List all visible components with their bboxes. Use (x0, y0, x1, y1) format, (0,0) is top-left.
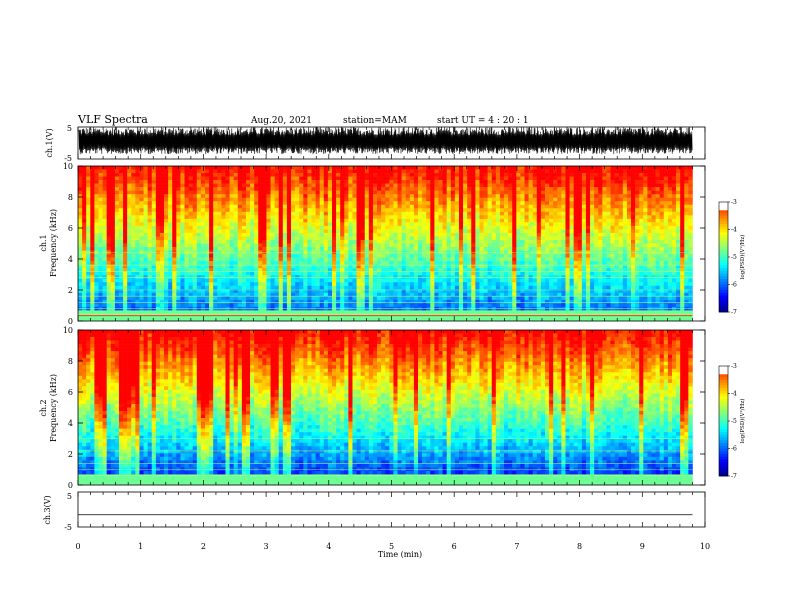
x-tick-label: 2 (201, 542, 206, 551)
ch2-spectrogram-panel: 0 2 4 6 8 10 ch.2 Frequency (kHz) (39, 326, 706, 490)
ch2-cb-tick: -3 (731, 363, 737, 370)
ch3-ytick-bottom: -5 (64, 523, 72, 532)
ch1-waveform-panel: 5 -5 ch.1(V) (45, 124, 706, 163)
x-axis-label: Time (min) (378, 550, 422, 559)
ch1-cb-tick: -7 (731, 309, 737, 316)
ch3-wave-ylabel: ch.3(V) (43, 495, 52, 524)
x-tick-label: 1 (138, 542, 143, 551)
x-tick-label: 8 (577, 542, 582, 551)
ch2-cb-tick: -7 (731, 473, 737, 480)
ch1-cb-tick: -5 (731, 254, 737, 261)
ch1-ytick-bottom: -5 (64, 154, 72, 163)
x-tick-label: 3 (264, 542, 269, 551)
ch2-spectrogram-image (78, 330, 693, 486)
station-label: station=MAM (343, 116, 407, 126)
ch1-cb-tick: -3 (731, 199, 737, 206)
ch1-spectrogram-panel: 0 2 4 6 8 10 ch.1 Frequency (kHz) (39, 162, 706, 326)
ch2-spec-ytick: 0 (68, 481, 73, 490)
ch2-cb-tick: -6 (731, 446, 737, 453)
ch1-spec-ytick: 8 (68, 193, 73, 202)
ch1-colorbar: -3 -4 -5 -6 -7 log(PSD)(V²/Hz) (718, 199, 746, 316)
ch3-ytick-top: 5 (67, 492, 72, 501)
ch1-spec-ytick: 6 (68, 224, 73, 233)
x-tick-label: 4 (326, 542, 331, 551)
start-time-label: start UT = 4 : 20 : 1 (437, 116, 529, 126)
ch2-spec-ytick: 10 (63, 326, 73, 335)
ch2-spec-ytick: 2 (68, 450, 73, 459)
ch1-spec-ylabel-1: ch.1 (39, 234, 48, 251)
ch1-cb-tick: -6 (731, 282, 737, 289)
ch1-spec-ytick: 0 (68, 317, 73, 326)
ch1-waveform-trace (78, 126, 693, 155)
ch2-cb-tick: -5 (731, 418, 737, 425)
ch1-cb-tick: -4 (731, 227, 737, 234)
ch1-cb-label: log(PSD)(V²/Hz) (739, 235, 746, 280)
ch2-spec-ylabel-2: Frequency (kHz) (49, 374, 58, 442)
figure-title: VLF Spectra (77, 113, 148, 126)
ch2-cb-label: log(PSD)(V²/Hz) (739, 399, 746, 444)
ch1-spec-ytick: 4 (68, 255, 73, 264)
ch1-spec-ytick: 10 (63, 162, 73, 171)
ch1-spec-ylabel-2: Frequency (kHz) (49, 209, 58, 277)
ch1-spectrogram-image (78, 166, 693, 322)
ch1-wave-ylabel: ch.1(V) (45, 128, 54, 157)
ch2-spec-ytick: 4 (68, 419, 73, 428)
x-tick-label: 7 (514, 542, 519, 551)
ch1-ytick-top: 5 (67, 124, 72, 133)
x-tick-label: 10 (700, 542, 710, 551)
ch2-spec-ytick: 6 (68, 388, 73, 397)
ch2-spec-ylabel-1: ch.2 (39, 399, 48, 416)
ch1-spec-ytick: 2 (68, 286, 73, 295)
ch2-spec-ytick: 8 (68, 357, 73, 366)
ch3-waveform-panel: 5 -5 ch.3(V) (43, 491, 706, 532)
x-tick-label: 5 (389, 542, 394, 551)
x-tick-label: 0 (75, 542, 80, 551)
x-axis: 0 1 2 3 4 5 6 7 8 9 10 (75, 127, 710, 551)
ch2-colorbar: -3 -4 -5 -6 -7 log(PSD)(V²/Hz) (718, 363, 746, 480)
ch2-cb-tick: -4 (731, 391, 737, 398)
date-label: Aug.20, 2021 (250, 116, 312, 126)
x-tick-label: 9 (640, 542, 645, 551)
x-tick-label: 6 (452, 542, 457, 551)
